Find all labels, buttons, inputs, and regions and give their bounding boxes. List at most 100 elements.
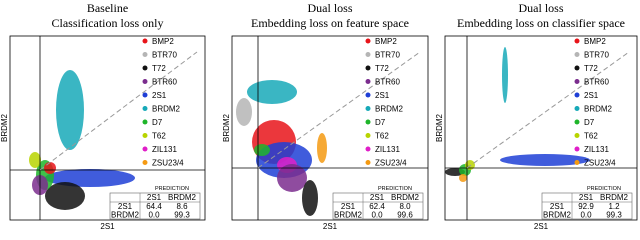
legend-label: BRDM2	[152, 105, 181, 114]
legend-label: BTR60	[584, 78, 609, 87]
x-axis-label: 2S1	[100, 222, 115, 231]
legend-label: D7	[152, 118, 163, 127]
table-cell: 8.0	[399, 202, 411, 211]
panel-title: Baseline	[87, 1, 128, 15]
table-header: PREDICTION	[587, 186, 621, 192]
legend-marker	[574, 160, 580, 165]
table-cell: 0.0	[371, 211, 383, 220]
table-cell: 99.3	[606, 211, 622, 220]
cluster	[317, 133, 327, 163]
legend-marker	[365, 133, 371, 138]
legend-label: BRDM2	[584, 105, 613, 114]
legend-marker	[365, 106, 371, 111]
x-axis-label: 2S1	[534, 222, 549, 231]
diagonal	[466, 51, 630, 169]
legend-marker	[574, 119, 580, 125]
legend-marker	[142, 119, 148, 125]
cluster	[247, 80, 297, 104]
diagonal	[39, 51, 198, 171]
legend-marker	[142, 79, 148, 84]
legend-marker	[142, 65, 148, 71]
legend-label: ZIL131	[375, 145, 400, 154]
plot-frame	[231, 35, 429, 221]
legend-marker	[365, 52, 371, 57]
legend-marker	[365, 65, 371, 71]
legend-marker	[142, 133, 148, 138]
legend-marker	[142, 146, 148, 152]
legend-marker	[365, 119, 371, 125]
table-cell: BRDM2	[543, 211, 572, 220]
table-col-header: 2S1	[147, 193, 162, 202]
table-cell: BRDM2	[111, 211, 140, 220]
legend-marker	[574, 146, 580, 152]
table	[332, 192, 424, 220]
legend-label: BMP2	[152, 37, 174, 46]
cluster	[56, 70, 84, 150]
cluster	[29, 152, 41, 168]
legend-label: T62	[584, 132, 598, 141]
cluster	[254, 144, 270, 156]
legend-marker	[365, 38, 371, 44]
table-col-header: 2S1	[370, 193, 385, 202]
table-cell: 8.6	[176, 202, 188, 211]
legend-label: 2S1	[152, 91, 167, 100]
table-header: PREDICTION	[155, 186, 189, 192]
table-cell: 2S1	[341, 202, 356, 211]
legend-label: BMP2	[584, 37, 606, 46]
legend-label: BTR60	[152, 78, 177, 87]
legend-marker	[142, 38, 148, 44]
legend-label: ZSU23/4	[584, 159, 616, 168]
table-cell: 2S1	[550, 202, 565, 211]
legend-label: T72	[375, 64, 389, 73]
panel-title: Dual loss	[519, 1, 564, 15]
legend-marker	[574, 79, 580, 84]
table-cell: 92.9	[578, 202, 594, 211]
table-col-header: 2S1	[579, 193, 594, 202]
legend-marker	[142, 52, 148, 57]
legend-marker	[365, 160, 371, 165]
legend-marker	[574, 106, 580, 111]
legend-marker	[365, 92, 371, 98]
legend-label: BTR70	[152, 51, 177, 60]
legend-marker	[142, 160, 148, 165]
legend-label: D7	[375, 118, 386, 127]
table-cell: 64.4	[146, 202, 162, 211]
y-axis-label: BRDM2	[0, 113, 9, 142]
legend-label: BTR60	[375, 78, 400, 87]
cluster	[302, 180, 318, 216]
cluster	[500, 154, 590, 166]
legend-label: T62	[152, 132, 166, 141]
cluster	[465, 160, 475, 170]
legend-label: T72	[152, 64, 166, 73]
plot-frame	[9, 35, 206, 221]
table-cell: 2S1	[118, 202, 133, 211]
legend-marker	[142, 92, 148, 98]
x-axis-label: 2S1	[323, 222, 338, 231]
legend-label: 2S1	[584, 91, 599, 100]
legend-label: BMP2	[375, 37, 397, 46]
cluster	[44, 162, 56, 174]
legend-marker	[142, 106, 148, 111]
legend-label: BTR70	[584, 51, 609, 60]
legend-marker	[365, 79, 371, 84]
plot-frame	[444, 35, 638, 221]
table	[541, 192, 633, 220]
table-cell: 0.0	[148, 211, 160, 220]
cluster	[277, 164, 307, 192]
y-axis-label: BRDM2	[222, 113, 231, 142]
panel-subtitle: Embedding loss on feature space	[251, 16, 409, 30]
legend-label: T72	[584, 64, 598, 73]
legend-label: T62	[375, 132, 389, 141]
legend-label: BTR70	[375, 51, 400, 60]
legend-label: BRDM2	[375, 105, 404, 114]
table-col-header: BRDM2	[168, 193, 197, 202]
legend-label: ZIL131	[152, 145, 177, 154]
legend-label: D7	[584, 118, 595, 127]
legend-marker	[365, 146, 371, 152]
cluster	[236, 98, 252, 126]
legend-label: ZSU23/4	[375, 159, 407, 168]
table-cell: 99.3	[174, 211, 190, 220]
panel-subtitle: Classification loss only	[52, 16, 164, 30]
cluster	[45, 182, 85, 210]
